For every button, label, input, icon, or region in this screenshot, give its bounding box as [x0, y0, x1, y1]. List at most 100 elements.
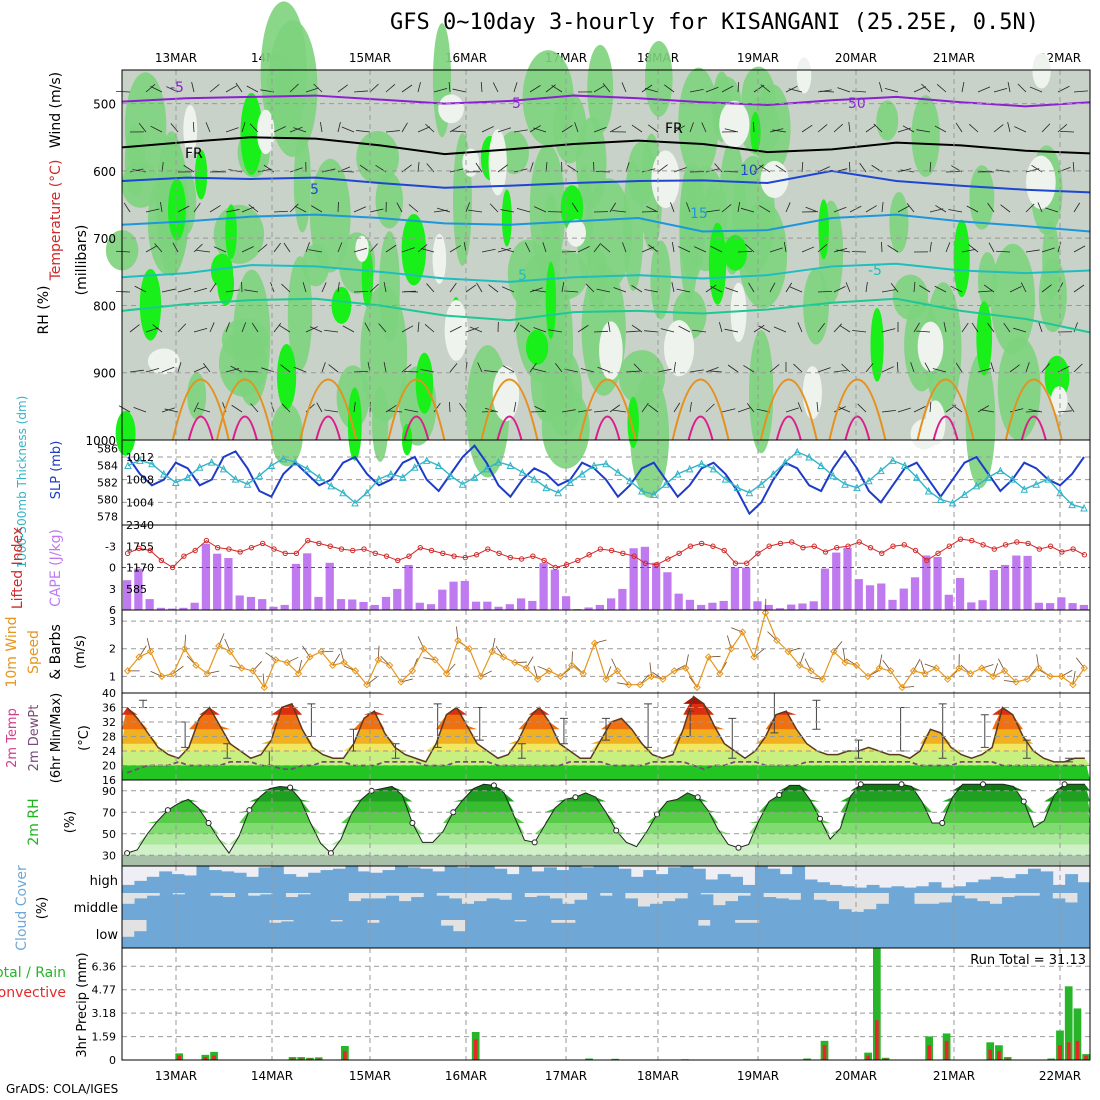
cloud-bar [210, 895, 224, 920]
rh-area [917, 321, 944, 372]
cloud-bar [826, 901, 840, 920]
cloud-bar [391, 920, 405, 948]
cape-bar [742, 567, 751, 610]
cloud-bar [233, 872, 247, 893]
thickness-point [745, 488, 754, 497]
cloud-bar [903, 887, 917, 893]
y-axis-label: Cloud Cover [14, 865, 30, 951]
wind-barb [424, 324, 435, 333]
wind-barb [320, 122, 323, 133]
y-axis-label: SLP (mb) [49, 441, 64, 500]
wind-barb [246, 85, 259, 93]
wind-barb [328, 364, 339, 373]
wind-barb [1067, 402, 1075, 413]
thickness-point [924, 486, 933, 495]
cloud-bar [208, 870, 222, 893]
cape-bar [123, 580, 132, 610]
thickness-point [1020, 485, 1029, 493]
wind-barb [564, 290, 579, 293]
thickness-point [841, 480, 849, 488]
cloud-bar [444, 866, 458, 893]
wind-barb [225, 209, 240, 213]
precip-frame [121, 947, 1091, 1061]
wind-barb [966, 205, 979, 213]
cloud-bar [574, 899, 588, 920]
wind-barb [369, 208, 384, 213]
wind-speed-point [1080, 664, 1089, 672]
lifted-index-point [541, 557, 547, 564]
cloud-bar [1027, 868, 1041, 893]
wind-barb [845, 282, 851, 293]
cape-bar [865, 585, 875, 610]
rh-area [122, 784, 1090, 823]
cape-bar [528, 600, 537, 610]
y-tick-label: 1004 [126, 496, 154, 509]
rh-area [796, 57, 812, 94]
wind-barb [597, 366, 611, 373]
rh-area [167, 178, 186, 241]
wind-barb [364, 322, 371, 333]
wind-barb [817, 124, 828, 133]
wind-barb [213, 246, 227, 253]
thickness-point [1032, 480, 1041, 488]
cloud-bar [978, 879, 992, 893]
lifted-index-point [316, 540, 322, 547]
cloud-bar [220, 920, 233, 948]
lifted-index-point [1036, 546, 1043, 552]
wind-speed-point [989, 672, 997, 681]
cloud-bar [916, 886, 930, 893]
wind-barb [545, 161, 548, 173]
lifted-index-point [1002, 542, 1009, 548]
wind-speed-point [545, 667, 553, 675]
thickness-point [434, 461, 443, 469]
date-label-bottom: 17MAR [545, 1069, 587, 1083]
cloud-bar [258, 867, 272, 893]
wind-barb [465, 327, 479, 333]
wind-barb [241, 246, 254, 253]
cape-bar [854, 579, 863, 610]
date-label-top: 22MAR [1039, 51, 1081, 65]
wind-speed-point [249, 667, 257, 675]
cape-bar [280, 604, 289, 610]
rh-area [115, 410, 136, 456]
wind-speed-point [841, 658, 849, 667]
wind-speed-point [898, 683, 906, 692]
wind-barb [913, 281, 916, 293]
wind-speed-point [773, 636, 781, 645]
cloud-bar [354, 920, 368, 948]
lifted-index-point [642, 560, 649, 566]
cloud-bar [367, 922, 380, 948]
rh-area [379, 231, 400, 343]
wind-barb [625, 162, 630, 173]
cloud-bar [158, 920, 172, 948]
wind-barb [420, 248, 435, 253]
wind-barb [1025, 249, 1040, 253]
cloud-bar [795, 920, 809, 948]
wind-barb [817, 89, 832, 93]
cloud-bar [939, 902, 953, 920]
wind-barb [902, 125, 915, 133]
wind-barb [425, 123, 435, 133]
cloud-bar [779, 874, 793, 893]
lifted-index-point [969, 537, 975, 544]
lifted-index-point [158, 557, 165, 564]
wind-barb [401, 122, 408, 133]
wind-barb [585, 283, 595, 293]
date-label-bottom: 16MAR [445, 1069, 487, 1083]
wind-speed-point [317, 647, 326, 656]
wind-speed-line [127, 610, 1085, 689]
wind-barb [929, 241, 932, 253]
cape-bar [246, 596, 256, 610]
wind-barb [689, 88, 704, 93]
lifted-index-point [518, 556, 525, 562]
lifted-index-point [743, 560, 750, 566]
wind-barb [305, 87, 319, 93]
lifted-index-point [293, 550, 300, 557]
wind-barb [502, 365, 515, 373]
wind-barb [193, 287, 208, 293]
thickness-point [1080, 503, 1088, 512]
thickness-point [638, 486, 646, 495]
contour-label: -5 [170, 80, 184, 96]
lifted-index-point [890, 543, 896, 549]
